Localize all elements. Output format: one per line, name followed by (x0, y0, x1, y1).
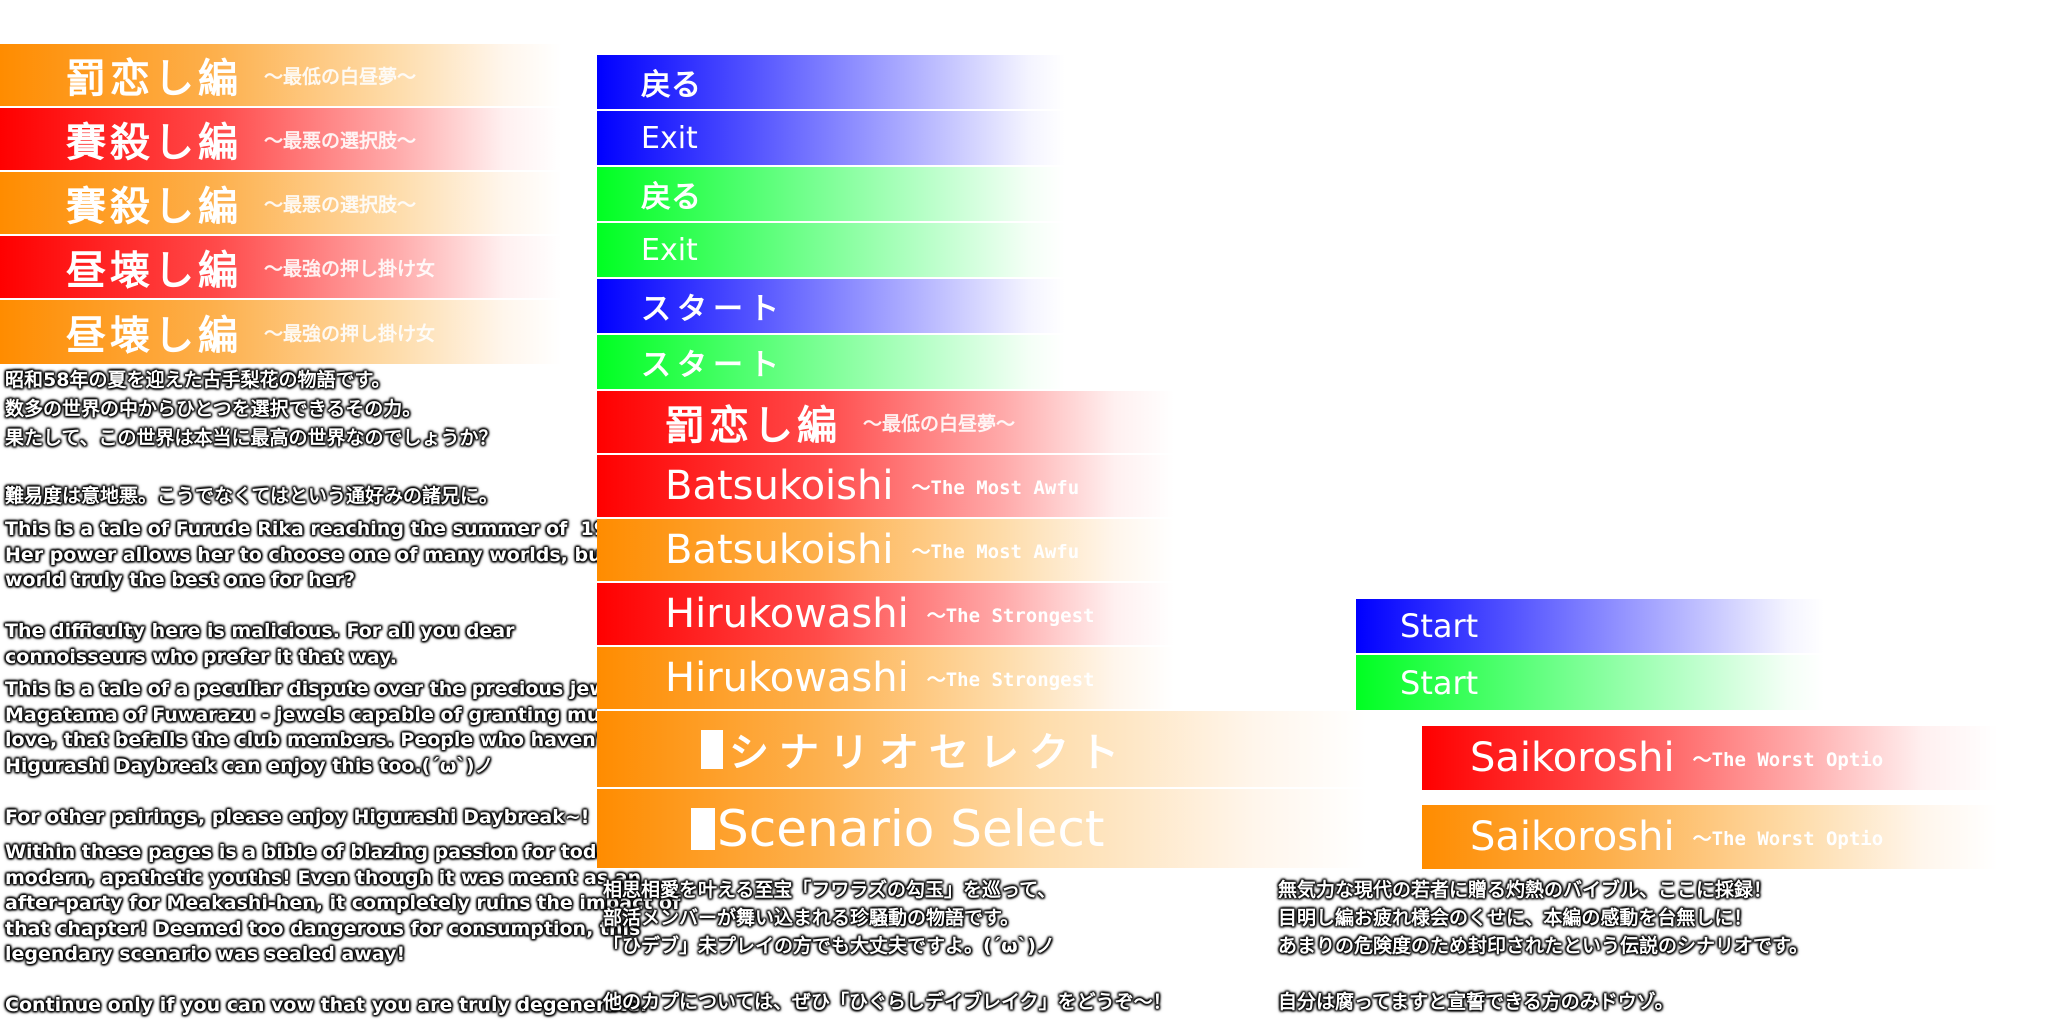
banner-batsukoishi-en-orange[interactable]: Batsukoishi ～The Most Awfu (597, 519, 1337, 583)
button-label: Start (1400, 663, 1479, 702)
button-label: Exit (641, 232, 698, 268)
banner-title: 罰恋し編 (665, 403, 841, 449)
banner-saikoroshi-en-red[interactable]: Saikoroshi ～The Worst Optio (1422, 726, 2048, 790)
button-label: スタート (641, 348, 785, 383)
button-label: Exit (641, 120, 698, 156)
banner-subtitle: ～The Strongest (926, 668, 1095, 691)
square-bullet-icon (691, 807, 715, 850)
banner-title: 昼壊し編 (66, 313, 242, 359)
description-hirukowashi-jp: 昭和58年の夏を迎えた古手梨花の物語です。 数多の世界の中からひとつを選択できる… (5, 369, 499, 507)
banner-title: 昼壊し編 (66, 248, 242, 294)
banner-subtitle: ～最悪の選択肢～ (264, 193, 417, 216)
banner-subtitle: ～最低の白昼夢～ (863, 412, 1016, 435)
banner-title: Saikoroshi (1470, 735, 1675, 781)
banner-title: Hirukowashi (665, 655, 909, 701)
banner-title: Batsukoishi (665, 527, 894, 573)
description-batsukoishi-jp: 相思相愛を叶える至宝「フワラズの勾玉」を巡って、 部活メンバーが舞い込まれる珍騒… (603, 879, 1172, 1013)
banner-title: Saikoroshi (1470, 814, 1675, 860)
banner-saikoroshi-en-orange[interactable]: Saikoroshi ～The Worst Optio (1422, 805, 2048, 869)
banner-hirukowashi-en-red[interactable]: Hirukowashi ～The Strongest (597, 583, 1337, 647)
banner-subtitle: ～最強の押し掛け女 (264, 322, 436, 345)
square-bullet-icon (701, 729, 723, 769)
exit-button-green[interactable]: Exit (597, 223, 1197, 279)
description-batsukoishi-en: This is a tale of a peculiar dispute ove… (5, 678, 689, 828)
banner-hirukowashi-en-orange[interactable]: Hirukowashi ～The Strongest (597, 647, 1337, 711)
scenario-select-en-label: Scenario Select (717, 799, 1105, 858)
banner-subtitle: ～The Worst Optio (1692, 748, 1884, 771)
exit-button-blue[interactable]: Exit (597, 111, 1197, 167)
banner-subtitle: ～最低の白昼夢～ (264, 65, 417, 88)
banner-subtitle: ～The Strongest (926, 604, 1095, 627)
description-hirukowashi-en: This is a tale of Furude Rika reaching t… (5, 518, 682, 668)
back-button-green[interactable]: 戻る (597, 167, 1197, 223)
banner-title: 賽殺し編 (66, 184, 242, 230)
banner-title: 罰恋し編 (66, 56, 242, 102)
banner-subtitle: ～The Most Awfu (911, 540, 1080, 563)
button-label: Start (1400, 607, 1479, 645)
banner-title: 賽殺し編 (66, 120, 242, 166)
start-button-jp-green[interactable]: スタート (597, 335, 1197, 391)
start-button-green[interactable]: Start (1356, 655, 1956, 710)
banner-subtitle: ～最強の押し掛け女 (264, 257, 436, 280)
banner-subtitle: ～最悪の選択肢～ (264, 129, 417, 152)
button-label: スタート (641, 292, 785, 327)
back-button-blue[interactable]: 戻る (597, 55, 1197, 111)
start-button-jp-blue[interactable]: スタート (597, 279, 1197, 335)
button-label: 戻る (641, 68, 701, 103)
description-saikoroshi-jp: 無気力な現代の若者に贈る灼熱のバイブル、ここに採録！ 目明し編お疲れ様会のくせに… (1278, 879, 1809, 1013)
button-label: 戻る (641, 180, 701, 215)
start-button-blue[interactable]: Start (1356, 599, 1956, 655)
banner-title: Batsukoishi (665, 463, 894, 509)
banner-batsukoishi-en-red[interactable]: Batsukoishi ～The Most Awfu (597, 455, 1337, 519)
banner-subtitle: ～The Worst Optio (1692, 827, 1884, 850)
banner-title: Hirukowashi (665, 591, 909, 637)
banner-subtitle: ～The Most Awfu (911, 476, 1080, 499)
banner-batsukoishi-jp-red[interactable]: 罰恋し編 ～最低の白昼夢～ (597, 391, 1337, 455)
scenario-select-jp-label: シナリオセレクト (729, 730, 1129, 776)
description-saikoroshi-en: Within these pages is a bible of blazing… (5, 841, 681, 1016)
